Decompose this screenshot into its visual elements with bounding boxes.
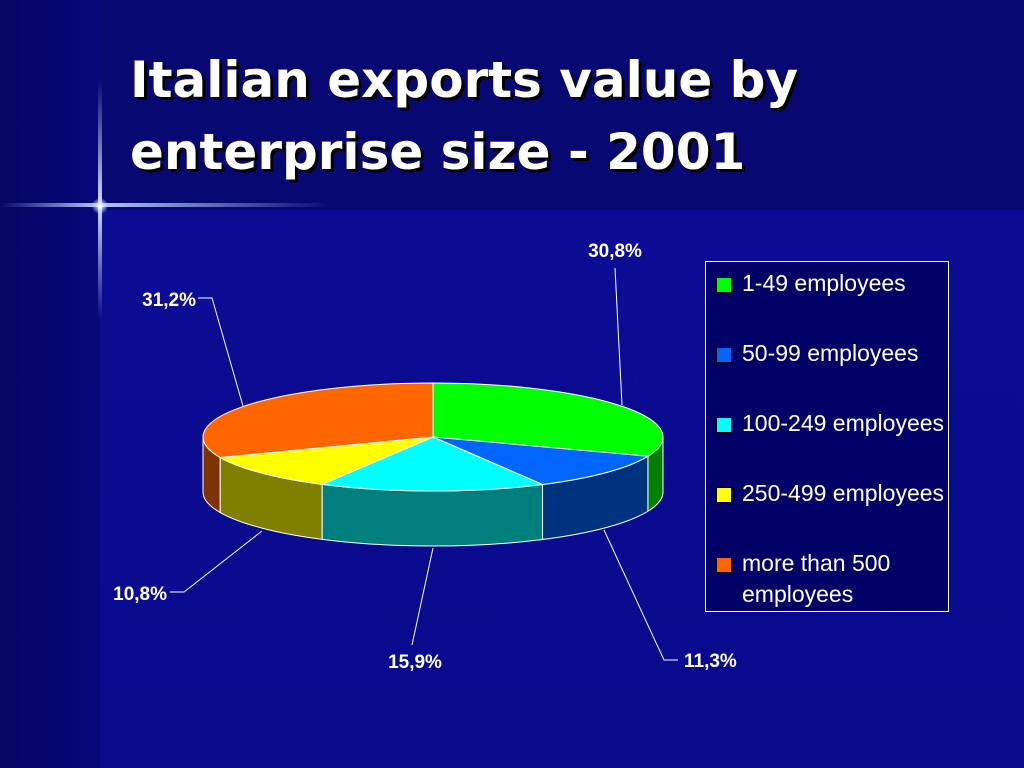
pie-leader-lines [170, 267, 678, 661]
leader-line-250-499-employees [170, 530, 263, 593]
legend-label: more than 500 employees [742, 550, 891, 607]
pie-slice-more-than-500-employees [202, 382, 434, 459]
legend-swatch [716, 557, 732, 573]
leader-line-50-99-employees [603, 529, 678, 661]
value-label-100-249-employees: 15,9% [388, 652, 442, 673]
value-label-50-99-employees: 11,3% [684, 651, 737, 672]
pie-slice-50-99-employees [432, 436, 649, 485]
legend-item-1-49: 1-49 employees [716, 268, 948, 338]
legend-swatch [716, 417, 732, 433]
legend-label: 100-249 employees [742, 410, 945, 436]
legend-label: 1-49 employees [742, 270, 906, 296]
leader-line-100-249-employees [411, 547, 434, 646]
legend-label: 50-99 employees [742, 340, 919, 366]
legend-swatch [716, 347, 732, 363]
pie-slice-1-49-employees [432, 382, 664, 457]
leader-line-1-49-employees [614, 267, 623, 406]
pie-slice-100-249-employees [321, 436, 544, 492]
slide-title: Italian exports value by enterprise size… [130, 44, 990, 188]
pie-tops [202, 382, 664, 492]
legend-swatch [716, 487, 732, 503]
slide-title-line-2: enterprise size - 2001 [130, 123, 746, 181]
leader-line-more-than-500-employees [198, 297, 244, 407]
slide-title-line-1: Italian exports value by [130, 51, 799, 109]
sparkle-star-icon [92, 198, 108, 214]
legend-item-100-249: 100-249 employees [716, 408, 948, 478]
background-title-band [100, 0, 1024, 210]
legend-item-50-99: 50-99 employees [716, 338, 948, 408]
pie-side-100-249-employees [321, 483, 544, 547]
sparkle-horizontal-decoration [0, 203, 330, 207]
chart-legend: 1-49 employees 50-99 employees 100-249 e… [705, 261, 949, 612]
legend-label: 250-499 employees [742, 480, 945, 506]
value-label-250-499-employees: 10,8% [113, 584, 167, 605]
pie-slice-250-499-employees [219, 436, 434, 485]
value-label-1-49-employees: 30,8% [588, 241, 642, 262]
pie-sides [202, 436, 664, 547]
legend-item-more-than-500: more than 500 employees [716, 548, 948, 618]
value-label-more-than-500-employees: 31,2% [142, 290, 196, 311]
legend-swatch [716, 277, 732, 293]
legend-item-250-499: 250-499 employees [716, 478, 948, 548]
background-left-panel [0, 0, 100, 768]
pie-value-labels: 30,8% 11,3% 15,9% 10,8% 31,2% [113, 241, 737, 673]
